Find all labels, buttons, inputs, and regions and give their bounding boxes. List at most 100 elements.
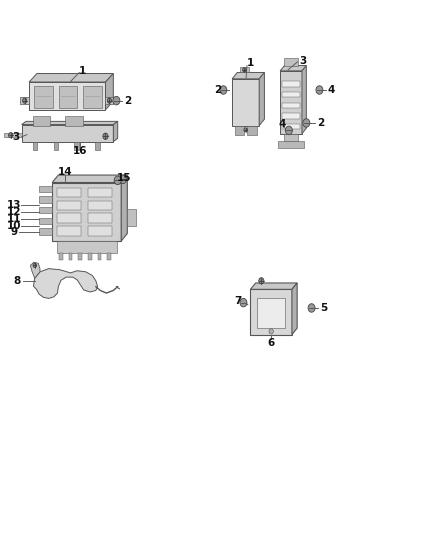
FancyBboxPatch shape <box>32 142 37 150</box>
Text: 10: 10 <box>7 221 21 231</box>
Circle shape <box>120 175 127 183</box>
Polygon shape <box>106 74 113 110</box>
Text: 16: 16 <box>73 146 88 156</box>
FancyBboxPatch shape <box>106 97 113 104</box>
Text: 13: 13 <box>7 200 21 210</box>
FancyBboxPatch shape <box>98 253 101 260</box>
Circle shape <box>114 176 121 184</box>
Circle shape <box>113 96 120 105</box>
Text: 9: 9 <box>10 228 18 238</box>
FancyBboxPatch shape <box>88 226 112 236</box>
Text: 1: 1 <box>79 66 86 76</box>
Circle shape <box>303 119 310 127</box>
Text: 3: 3 <box>299 56 307 66</box>
Text: 14: 14 <box>58 167 73 177</box>
FancyBboxPatch shape <box>20 97 29 104</box>
FancyBboxPatch shape <box>39 217 52 224</box>
FancyBboxPatch shape <box>57 188 81 197</box>
Polygon shape <box>302 66 306 134</box>
FancyBboxPatch shape <box>83 86 102 108</box>
FancyBboxPatch shape <box>52 182 121 241</box>
Circle shape <box>33 263 36 268</box>
Polygon shape <box>292 283 297 335</box>
Polygon shape <box>232 72 265 79</box>
FancyBboxPatch shape <box>107 253 111 260</box>
FancyBboxPatch shape <box>282 124 300 130</box>
FancyBboxPatch shape <box>232 79 259 126</box>
Circle shape <box>9 133 13 138</box>
FancyBboxPatch shape <box>88 188 112 197</box>
Text: 7: 7 <box>234 296 241 306</box>
FancyBboxPatch shape <box>282 114 300 119</box>
Circle shape <box>269 329 273 334</box>
Polygon shape <box>280 66 306 71</box>
Text: 4: 4 <box>278 119 286 129</box>
FancyBboxPatch shape <box>21 125 113 142</box>
FancyBboxPatch shape <box>88 213 112 223</box>
Circle shape <box>243 68 246 72</box>
Polygon shape <box>21 122 118 125</box>
FancyBboxPatch shape <box>88 253 92 260</box>
FancyBboxPatch shape <box>53 142 58 150</box>
Circle shape <box>259 278 264 284</box>
Circle shape <box>240 298 247 307</box>
Text: 6: 6 <box>267 337 274 348</box>
FancyBboxPatch shape <box>32 116 50 126</box>
Circle shape <box>22 98 27 103</box>
FancyBboxPatch shape <box>39 196 52 203</box>
FancyBboxPatch shape <box>235 126 244 135</box>
Circle shape <box>244 128 247 132</box>
FancyBboxPatch shape <box>88 200 112 210</box>
FancyBboxPatch shape <box>69 253 72 260</box>
Polygon shape <box>33 269 98 298</box>
Circle shape <box>220 86 227 94</box>
Text: 12: 12 <box>7 207 21 217</box>
FancyBboxPatch shape <box>282 92 300 98</box>
Polygon shape <box>29 74 113 82</box>
Text: 11: 11 <box>7 214 21 224</box>
FancyBboxPatch shape <box>74 142 79 150</box>
Circle shape <box>286 126 292 135</box>
FancyBboxPatch shape <box>257 298 286 328</box>
Polygon shape <box>121 175 127 241</box>
FancyBboxPatch shape <box>39 207 52 213</box>
Circle shape <box>107 98 112 103</box>
FancyBboxPatch shape <box>282 82 300 87</box>
Polygon shape <box>52 175 127 182</box>
Text: 3: 3 <box>12 132 20 142</box>
FancyBboxPatch shape <box>247 126 257 135</box>
FancyBboxPatch shape <box>57 226 81 236</box>
Circle shape <box>316 86 323 94</box>
FancyBboxPatch shape <box>65 116 83 126</box>
FancyBboxPatch shape <box>284 58 298 66</box>
FancyBboxPatch shape <box>78 253 82 260</box>
Text: 2: 2 <box>317 118 325 128</box>
FancyBboxPatch shape <box>279 141 304 149</box>
Text: 15: 15 <box>117 173 131 183</box>
Text: 2: 2 <box>214 85 221 95</box>
Polygon shape <box>259 72 265 126</box>
Text: 4: 4 <box>328 85 336 95</box>
Text: 1: 1 <box>247 59 254 68</box>
FancyBboxPatch shape <box>29 82 106 110</box>
FancyBboxPatch shape <box>127 209 136 226</box>
FancyBboxPatch shape <box>57 241 117 253</box>
Circle shape <box>103 133 108 140</box>
FancyBboxPatch shape <box>57 200 81 210</box>
FancyBboxPatch shape <box>95 142 100 150</box>
FancyBboxPatch shape <box>59 253 63 260</box>
FancyBboxPatch shape <box>284 134 298 141</box>
FancyBboxPatch shape <box>34 86 53 108</box>
FancyBboxPatch shape <box>251 289 292 335</box>
Polygon shape <box>113 122 118 142</box>
FancyBboxPatch shape <box>39 185 52 192</box>
Text: 8: 8 <box>14 277 21 286</box>
FancyBboxPatch shape <box>4 133 21 138</box>
FancyBboxPatch shape <box>57 213 81 223</box>
Text: 2: 2 <box>124 95 132 106</box>
Text: 5: 5 <box>320 303 328 313</box>
Polygon shape <box>251 283 297 289</box>
FancyBboxPatch shape <box>240 67 249 72</box>
FancyBboxPatch shape <box>59 86 77 108</box>
Circle shape <box>308 304 315 312</box>
